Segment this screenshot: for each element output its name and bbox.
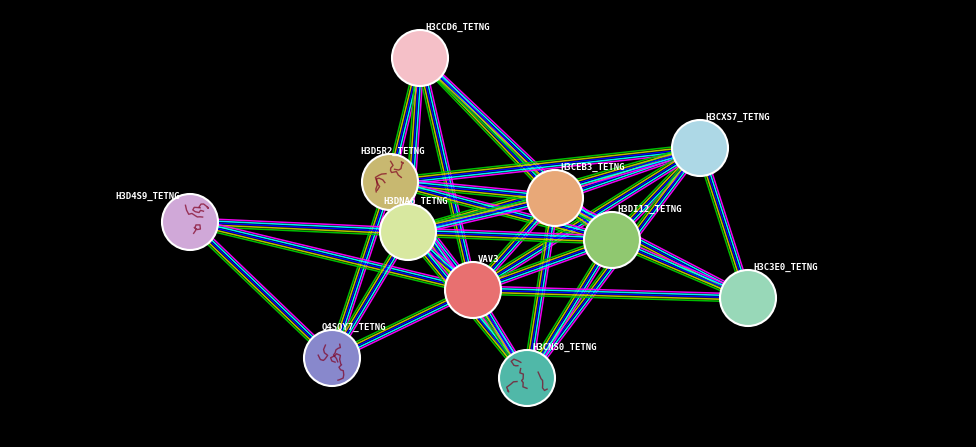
Text: H3C3E0_TETNG: H3C3E0_TETNG	[753, 263, 818, 272]
Text: H3DI12_TETNG: H3DI12_TETNG	[617, 205, 681, 214]
Circle shape	[304, 330, 360, 386]
Text: Q4SQY7_TETNG: Q4SQY7_TETNG	[322, 323, 386, 332]
Circle shape	[362, 154, 418, 210]
Text: VAV3: VAV3	[478, 255, 500, 264]
Circle shape	[162, 194, 218, 250]
Text: H3CCD6_TETNG: H3CCD6_TETNG	[425, 23, 490, 32]
Circle shape	[499, 350, 555, 406]
Text: H3DNA6_TETNG: H3DNA6_TETNG	[383, 197, 448, 206]
Circle shape	[380, 204, 436, 260]
Circle shape	[720, 270, 776, 326]
Circle shape	[392, 30, 448, 86]
Text: H3D4S9_TETNG: H3D4S9_TETNG	[115, 192, 180, 201]
Text: H3D5R2_TETNG: H3D5R2_TETNG	[360, 147, 425, 156]
Text: H3CXS7_TETNG: H3CXS7_TETNG	[705, 113, 769, 122]
Circle shape	[445, 262, 501, 318]
Circle shape	[527, 170, 583, 226]
Circle shape	[672, 120, 728, 176]
Text: H3CEB3_TETNG: H3CEB3_TETNG	[560, 163, 625, 172]
Circle shape	[584, 212, 640, 268]
Text: H3CNS0_TETNG: H3CNS0_TETNG	[532, 343, 596, 352]
